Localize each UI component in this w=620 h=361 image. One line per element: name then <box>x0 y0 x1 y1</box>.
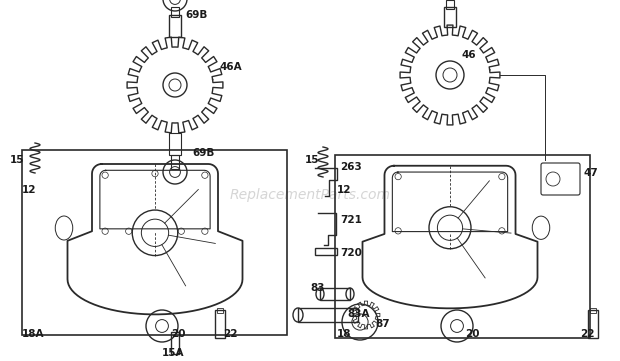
Text: 47: 47 <box>583 168 598 178</box>
Bar <box>588 310 598 338</box>
Text: ReplacementParts.com: ReplacementParts.com <box>229 188 391 202</box>
Bar <box>215 310 225 338</box>
Text: 69B: 69B <box>185 10 207 20</box>
Text: 18A: 18A <box>22 329 45 339</box>
Bar <box>446 0 454 9</box>
Bar <box>171 155 179 169</box>
Text: 263: 263 <box>340 162 361 172</box>
Text: 83A: 83A <box>347 309 370 319</box>
Text: 15: 15 <box>305 155 319 165</box>
Text: 22: 22 <box>580 329 595 339</box>
Bar <box>444 7 456 27</box>
Text: 18: 18 <box>337 329 352 339</box>
Text: 46A: 46A <box>220 62 242 72</box>
Bar <box>169 15 181 37</box>
Text: 83: 83 <box>310 283 324 293</box>
Bar <box>171 332 179 354</box>
Bar <box>171 7 179 17</box>
Bar <box>298 308 358 322</box>
Bar <box>315 248 337 255</box>
Bar <box>22 150 287 335</box>
Text: 15: 15 <box>10 155 25 165</box>
Text: 721: 721 <box>340 215 362 225</box>
Text: 22: 22 <box>223 329 237 339</box>
Text: 720: 720 <box>340 248 362 258</box>
Bar <box>590 308 596 313</box>
Bar <box>169 133 181 155</box>
Bar <box>217 308 223 313</box>
Text: 69B: 69B <box>192 148 215 158</box>
Text: 15A: 15A <box>162 348 185 358</box>
Text: 20: 20 <box>171 329 185 339</box>
Text: 12: 12 <box>22 185 37 195</box>
Text: 20: 20 <box>465 329 479 339</box>
Text: 87: 87 <box>375 319 389 329</box>
Text: 46: 46 <box>462 50 477 60</box>
Bar <box>335 155 590 338</box>
Bar <box>320 288 350 300</box>
Text: 12: 12 <box>337 185 352 195</box>
